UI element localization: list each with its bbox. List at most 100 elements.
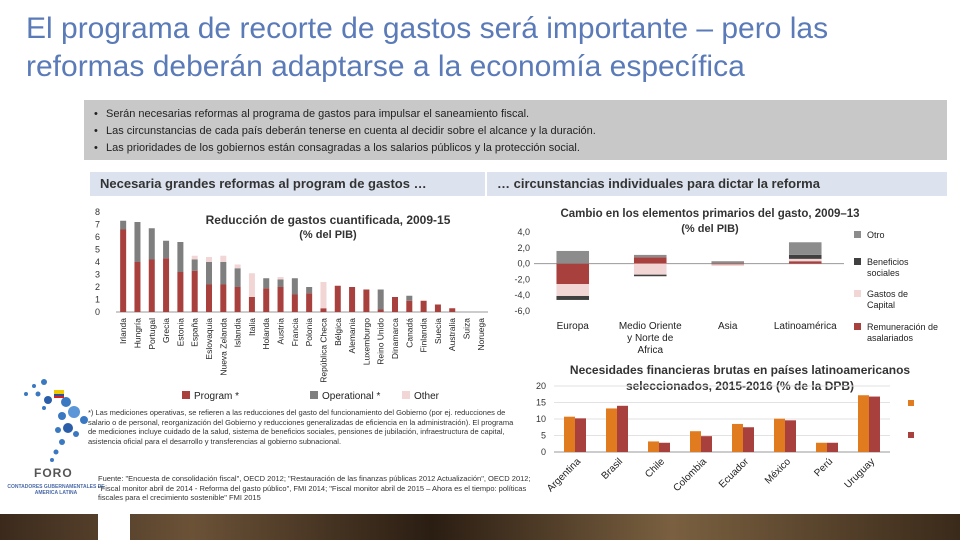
chart1-bar-segment (320, 282, 327, 309)
chart3-category-label: México (763, 456, 793, 486)
chart3-bar (785, 420, 796, 452)
chart3-bar (659, 442, 670, 452)
chart1-ytick-label: 6 (95, 232, 100, 242)
chart1-ytick-label: 5 (95, 245, 100, 255)
bullet-item: Las prioridades de los gobiernos están c… (94, 140, 937, 157)
chart1-category-label: Estonia (175, 318, 185, 347)
chart3-ytick-label: 15 (536, 398, 546, 408)
chart2-legend-label: Beneficios sociales (867, 257, 909, 278)
chart1-bar-segment (306, 293, 313, 312)
chart1-bar-segment (363, 289, 370, 312)
chart1-category-label: Alemania (347, 318, 357, 354)
chart1-bar-segment (277, 277, 284, 280)
chart3-bar (690, 431, 701, 452)
chart2-bar-segment (711, 261, 745, 264)
chart1-ytick-label: 4 (95, 257, 100, 267)
chart2-legend-swatch (854, 258, 861, 265)
chart2-legend-swatch (854, 290, 861, 297)
chart3-bar (701, 436, 712, 452)
chart1-ytick-label: 7 (95, 220, 100, 230)
chart1-legend-label: Program * (194, 391, 239, 402)
chart1-category-label: Austria (276, 318, 286, 345)
chart1-bar-segment (220, 255, 227, 262)
chart1-bar-segment (120, 220, 127, 230)
chart1-bar-segment (205, 284, 213, 312)
chart3-bar (816, 442, 827, 452)
chart3-ytick-label: 20 (536, 381, 546, 391)
footnote: *) Las mediciones operativas, se refiere… (88, 408, 514, 446)
chart1-bar-segment (306, 287, 313, 294)
chart2-title: Cambio en los elementos primarios del ga… (560, 208, 859, 220)
chart2-category-label: Asia (718, 321, 738, 332)
chart2-bar-segment (633, 254, 667, 258)
section-header-right: … circunstancias individuales para dicta… (487, 172, 947, 196)
chart1-bar-segment (163, 240, 170, 259)
foro-logo-text: FORO (34, 466, 73, 480)
chart1-legend-swatch (310, 391, 318, 399)
chart2-legend-swatch (854, 231, 861, 238)
chart1-category-label: Dinamarca (390, 318, 400, 359)
bullet-box: Serán necesarias reformas al programa de… (84, 100, 947, 160)
chart2-bar-segment (788, 254, 822, 259)
chart2-ytick-label: 0,0 (517, 259, 530, 269)
chart2-bar-segment (788, 261, 822, 264)
chart2-category-label: Latinoamérica (774, 321, 837, 332)
bullet-item: Serán necesarias reformas al programa de… (94, 106, 937, 123)
bottom-strip-gap (98, 514, 130, 540)
chart2-bar-segment (633, 257, 667, 264)
chart1-bar-segment (291, 294, 298, 312)
source-note: Fuente: "Encuesta de consolidación fisca… (98, 474, 531, 502)
chart2-legend-swatch (854, 323, 861, 330)
chart1-bar-segment (220, 262, 227, 285)
chart1-ytick-label: 0 (95, 307, 100, 317)
chart1-category-label: Francia (290, 318, 300, 347)
chart1-ytick-label: 8 (95, 207, 100, 217)
chart1-category-label: Canadá (404, 318, 414, 348)
chart1-bar-segment (191, 270, 198, 312)
chart3-ytick-label: 5 (541, 431, 546, 441)
spending-cuts-chart: Reducción de gastos cuantificada, 2009-1… (95, 207, 488, 402)
page-title: El programa de recorte de gastos será im… (26, 12, 829, 83)
chart1-bar-segment (263, 278, 270, 289)
bottom-texture-strip (0, 514, 960, 540)
chart2-category-label: Europa (557, 321, 590, 332)
chart1-bar-segment (391, 297, 399, 312)
chart3-legend-swatch (908, 400, 914, 406)
primary-spending-change-chart: Cambio en los elementos primarios del ga… (514, 208, 938, 356)
chart1-bar-segment (334, 285, 341, 312)
chart3-bar (564, 416, 575, 452)
chart3-bar (858, 395, 869, 452)
chart1-ytick-label: 2 (95, 282, 100, 292)
chart2-legend-label: Gastos de Capital (867, 289, 908, 310)
chart1-subtitle: (% del PIB) (299, 229, 357, 241)
section-header-left: Necesaria grandes reformas al program de… (90, 172, 485, 196)
chart1-category-label: Nueva Zelanda (218, 318, 228, 376)
chart1-ytick-label: 1 (95, 295, 100, 305)
chart2-legend-label: Remuneración de asalariados (867, 322, 938, 343)
chart1-bar-segment (277, 279, 284, 287)
chart1-bar-segment (220, 284, 227, 312)
chart1-bar-segment (406, 300, 413, 312)
chart1-bar-segment (434, 304, 441, 312)
chart2-category-label: Medio Oriente y Norte de Africa (619, 321, 682, 356)
chart1-title: Reducción de gastos cuantificada, 2009-1… (206, 213, 451, 227)
chart2-ytick-label: 4,0 (517, 227, 530, 237)
chart1-bar-segment (191, 259, 198, 271)
chart2-bar-segment (633, 263, 667, 275)
chart1-bar-segment (177, 272, 184, 312)
chart1-category-label: Islandia (233, 318, 243, 348)
chart3-bar (774, 418, 785, 452)
chart3-bar (575, 418, 586, 452)
chart1-bar-segment (406, 295, 413, 301)
chart3-bar (648, 441, 659, 452)
chart1-category-label: Suiza (462, 318, 472, 340)
chart2-bar-segment (556, 263, 590, 285)
chart1-bar-segment (205, 257, 213, 262)
chart1-legend-swatch (182, 391, 190, 399)
chart2-bar-segment (788, 258, 822, 262)
chart2-ytick-label: 2,0 (517, 243, 530, 253)
chart3-category-label: Colombia (671, 456, 709, 494)
chart2-legend-label: Otro (867, 230, 885, 240)
chart1-category-label: Italia (247, 318, 257, 336)
chart1-category-label: Polonia (304, 318, 314, 347)
